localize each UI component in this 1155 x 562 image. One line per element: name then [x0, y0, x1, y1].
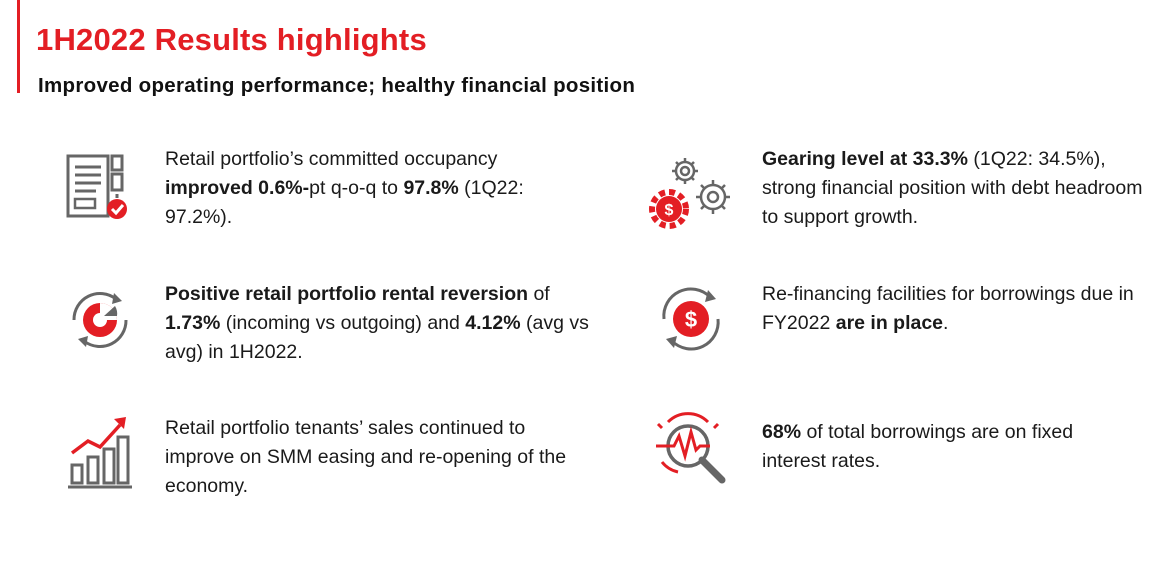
highlight-text: Gearing level at 33.3% (1Q22: 34.5%), st…: [762, 145, 1152, 232]
highlight-segment: (incoming vs outgoing) and: [220, 312, 466, 334]
highlight-emphasis: are in place: [835, 312, 944, 334]
gears-dollar-icon: $: [645, 153, 735, 235]
svg-text:$: $: [665, 202, 674, 219]
title-accent-bar: [17, 0, 20, 93]
highlight-text: 68% of total borrowings are on fixed int…: [762, 418, 1092, 476]
svg-text:$: $: [685, 307, 697, 332]
highlight-emphasis: 68%: [762, 421, 802, 443]
magnifier-pulse-icon: [652, 410, 732, 488]
highlight-segment: of: [528, 283, 550, 305]
pie-cycle-icon: [64, 285, 136, 355]
growth-chart-icon: [66, 413, 134, 493]
highlight-text: Retail portfolio tenants’ sales continue…: [165, 414, 595, 501]
highlight-segment: .: [943, 312, 949, 334]
highlight-emphasis: 97.8%: [403, 177, 459, 199]
highlight-emphasis: Positive retail portfolio rental reversi…: [165, 283, 529, 305]
highlight-segment: pt q-o-q to: [309, 177, 404, 199]
highlight-segment: Re-financing facilities for borrowings d…: [762, 283, 1134, 334]
highlight-emphasis: 4.12%: [465, 312, 521, 334]
highlight-segment: (1Q22: 97.2%).: [165, 177, 524, 228]
highlight-text: Re-financing facilities for borrowings d…: [762, 280, 1142, 338]
highlight-emphasis: Gearing level at 33.3%: [762, 148, 968, 170]
page-subtitle: Improved operating performance; healthy …: [38, 74, 636, 97]
highlight-emphasis: improved 0.6%-: [165, 177, 310, 199]
highlight-segment: (1Q22: 34.5%), strong financial position…: [762, 148, 1143, 228]
checklist-icon: [66, 152, 134, 222]
page-title: 1H2022 Results highlights: [36, 22, 427, 57]
highlight-emphasis: 1.73%: [165, 312, 221, 334]
highlight-segment: (avg vs avg) in 1H2022.: [165, 312, 589, 363]
highlight-segment: of total borrowings are on fixed interes…: [762, 421, 1074, 472]
highlight-segment: Retail portfolio tenants’ sales continue…: [165, 417, 567, 497]
refinance-dollar-icon: $: [654, 283, 728, 355]
highlight-segment: Retail portfolio’s committed occupancy: [165, 148, 498, 170]
highlight-text: Positive retail portfolio rental reversi…: [165, 280, 605, 367]
highlight-text: Retail portfolio’s committed occupancy i…: [165, 145, 585, 232]
